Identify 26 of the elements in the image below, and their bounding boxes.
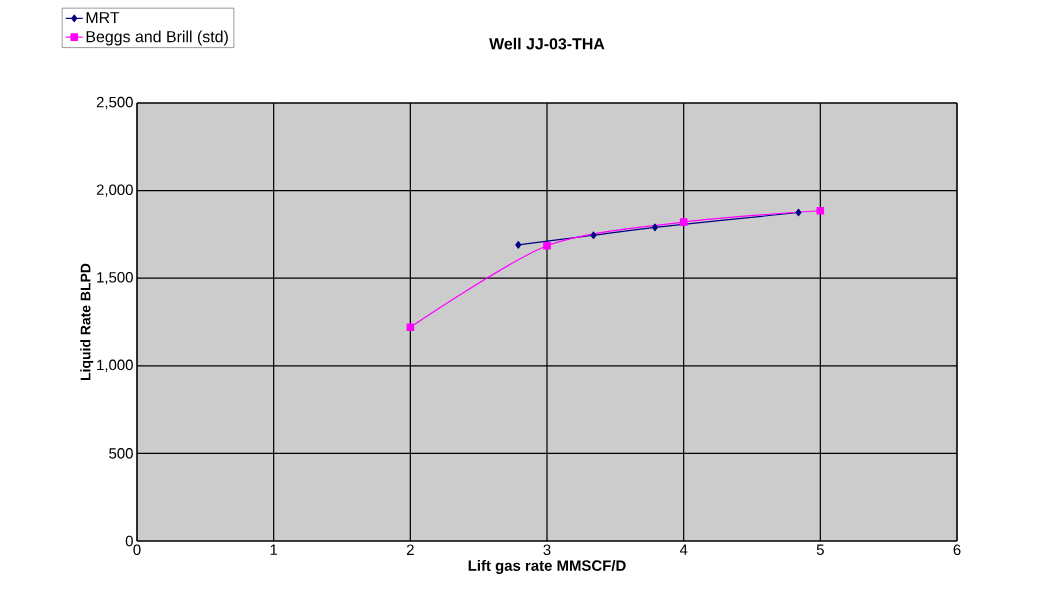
- x-tick-label: 6: [953, 544, 961, 556]
- point: [543, 241, 551, 250]
- point: [590, 231, 597, 240]
- x-tick-label: 5: [816, 544, 824, 555]
- x-tick-label: 1: [270, 544, 278, 555]
- y-tick-label: 2,000: [96, 184, 133, 197]
- y-tick-label: 0: [125, 535, 133, 547]
- x-tick-label: 4: [679, 544, 688, 555]
- point: [651, 223, 658, 232]
- y-axis-title: Liquid Rate BLPD: [80, 263, 94, 380]
- y-tick-label: 1,000: [97, 359, 133, 372]
- x-tick-label: 0: [133, 544, 141, 556]
- legend-label: MRT: [86, 12, 120, 24]
- x-tick-label: 2: [406, 544, 414, 555]
- point: [679, 218, 688, 226]
- x-tick-label: 3: [543, 544, 551, 556]
- x-axis-title: Lift gas rate MMSCF/D: [468, 559, 626, 574]
- y-tick-label: 500: [109, 448, 133, 459]
- y-tick-label: 2,500: [96, 96, 133, 110]
- point: [515, 241, 522, 249]
- legend-label: Beggs and Brill (std): [86, 30, 228, 46]
- point: [406, 323, 415, 332]
- point: [816, 206, 825, 215]
- point: [795, 208, 802, 217]
- chart-title: Well JJ-03-THA: [489, 37, 605, 50]
- y-tick-label: 1,500: [97, 272, 133, 285]
